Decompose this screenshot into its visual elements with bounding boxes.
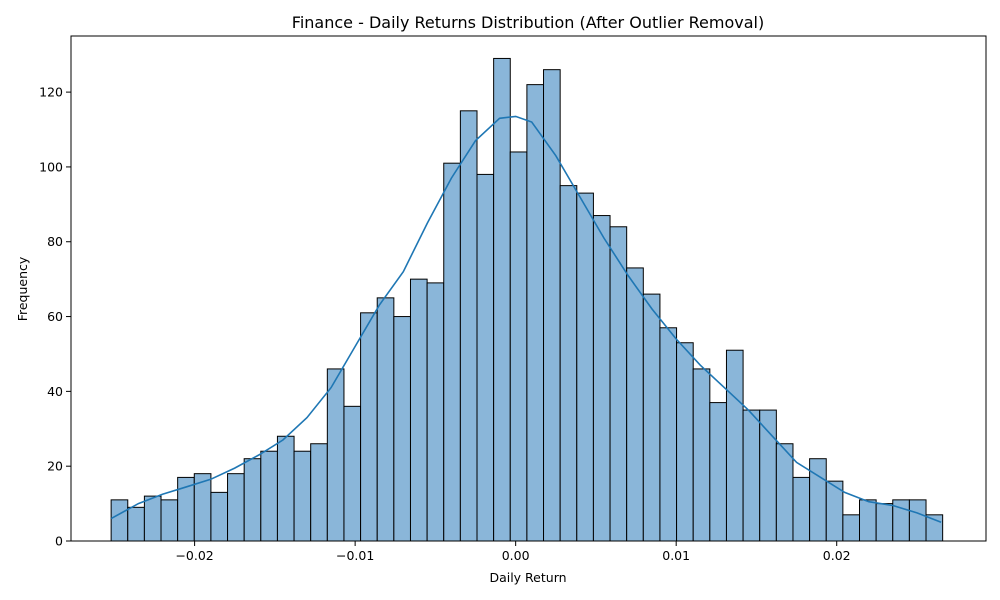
histogram-bar [875,503,894,542]
histogram-bar [227,473,245,542]
x-tick-label: 0.00 [502,548,530,563]
histogram-bar [210,491,229,542]
histogram-bar [775,443,794,542]
histogram-bar [592,215,611,542]
histogram-bar [609,226,628,542]
x-tick-label: 0.01 [662,548,690,563]
y-tick-label: 80 [47,234,63,249]
histogram-bar [692,368,711,542]
x-axis-ticks: −0.02 −0.01 0.00 0.01 0.02 [175,541,851,563]
histogram-bar [276,435,295,542]
histogram-bar [243,458,262,542]
histogram-bar [443,162,461,542]
y-tick-label: 40 [47,384,63,399]
histogram-bar [110,499,129,542]
histogram-bar [576,192,594,542]
histogram-bar [908,499,927,542]
y-tick-label: 60 [47,309,63,324]
histogram-bar [293,450,312,542]
histogram-bar [859,499,877,542]
histogram-bar [127,506,145,542]
histogram-bar [393,316,411,542]
chart-title: Finance - Daily Returns Distribution (Af… [292,13,764,32]
histogram-bar [260,450,278,542]
histogram-bar [493,57,511,542]
histogram-bar [409,278,428,542]
histogram-bar [160,499,179,542]
plot-frame [70,35,987,542]
histogram-bar [543,69,561,542]
histogram-bar [143,495,162,542]
histogram-bar [792,476,811,542]
histogram-bar [659,327,678,542]
y-tick-label: 20 [47,459,63,474]
histogram-bar [426,282,445,542]
histogram-bar [459,110,478,542]
y-tick-label: 120 [39,85,63,100]
histogram-bar [376,297,395,542]
histogram-bar [526,84,545,542]
histogram-bar [676,342,694,542]
histogram-bar [559,185,578,542]
histogram-bar [709,402,727,542]
histogram-bar [626,267,644,542]
x-tick-label: −0.01 [336,548,374,563]
histogram-bar [343,405,362,542]
histogram-bar [509,151,528,542]
histogram-bar [742,409,761,542]
histogram-bar [360,312,378,542]
y-tick-label: 0 [55,534,63,549]
y-axis-ticks: 0 20 40 60 80 100 120 [39,85,71,549]
y-axis-label: Frequency [15,256,30,321]
histogram-bars [110,57,944,542]
histogram-bar [809,458,827,542]
histogram-bar [842,514,861,542]
histogram-bar [725,349,744,542]
histogram-bar [642,293,661,542]
histogram-bar [326,368,345,542]
kde-curve [110,115,942,524]
x-axis-label: Daily Return [489,570,566,585]
x-tick-label: −0.02 [175,548,213,563]
y-tick-label: 100 [39,159,63,174]
histogram-bar [925,514,944,542]
histogram-bar [476,173,495,542]
histogram-bar [759,409,777,542]
x-tick-label: 0.02 [823,548,851,563]
histogram-bar [310,443,328,542]
